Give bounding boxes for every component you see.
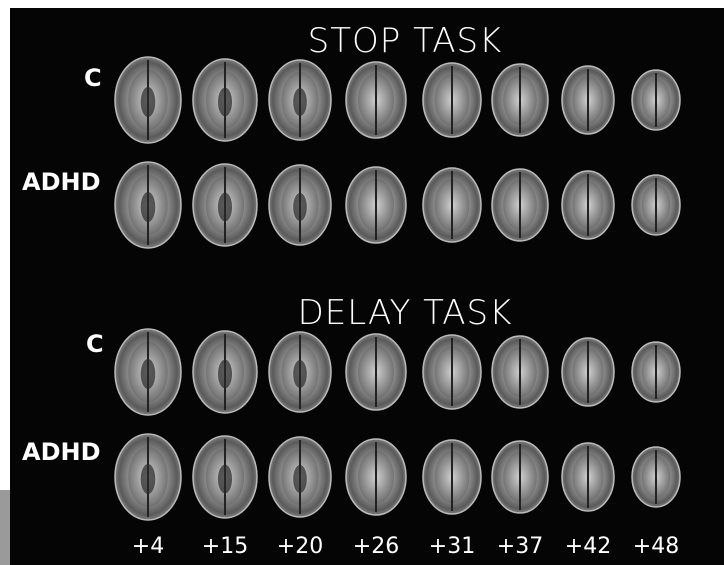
- figure: STOP TASK DELAY TASK C ADHD C ADHD +4 +15…: [0, 0, 724, 565]
- brain-slice: [632, 175, 680, 235]
- brain-slice: [492, 64, 548, 136]
- brain-slice: [562, 171, 614, 239]
- ventricle: [141, 359, 156, 389]
- ventricle: [218, 360, 232, 389]
- brain-slice: [562, 338, 614, 406]
- brain-slice: [193, 164, 257, 246]
- row-label: C: [86, 330, 104, 358]
- ventricle: [218, 88, 232, 117]
- slice-label: +31: [429, 534, 475, 559]
- brain-slice: [632, 342, 680, 402]
- brain-slice: [269, 437, 331, 517]
- slice-label: +26: [353, 534, 399, 559]
- brain-slice: [115, 162, 181, 248]
- ventricle: [141, 87, 156, 117]
- brain-slice: [492, 336, 548, 408]
- brain-slice: [115, 329, 181, 415]
- row-label: ADHD: [22, 438, 101, 466]
- brain-slice: [346, 439, 406, 515]
- brain-slice: [346, 167, 406, 243]
- slice-label: +37: [497, 534, 543, 559]
- brain-slice: [193, 59, 257, 141]
- brain-slice: [269, 165, 331, 245]
- brain-slice: [193, 436, 257, 518]
- ventricle: [293, 360, 307, 388]
- brain-slice: [115, 434, 181, 520]
- slice-label: +15: [202, 534, 248, 559]
- brain-slice: [492, 441, 548, 513]
- section-title: DELAY TASK: [298, 293, 513, 333]
- row-label: ADHD: [22, 168, 101, 196]
- page: STOP TASK DELAY TASK C ADHD C ADHD +4 +15…: [0, 0, 724, 565]
- brain-slice: [346, 62, 406, 138]
- brain-slice: [346, 334, 406, 410]
- ventricle: [218, 465, 232, 494]
- brain-slice: [632, 447, 680, 507]
- row-label: C: [84, 64, 102, 92]
- brain-slice: [562, 66, 614, 134]
- brain-slice: [269, 332, 331, 412]
- slice-label: +4: [132, 534, 164, 559]
- brain-slice: [632, 70, 680, 130]
- ventricle: [293, 88, 307, 116]
- section-title: STOP TASK: [308, 21, 503, 61]
- brain-slice: [423, 335, 481, 409]
- slice-label: +48: [633, 534, 679, 559]
- brain-slice: [423, 440, 481, 514]
- brain-slice: [269, 60, 331, 140]
- brain-slice: [193, 331, 257, 413]
- brain-slice: [562, 443, 614, 511]
- ventricle: [141, 192, 156, 222]
- ventricle: [293, 465, 307, 493]
- ventricle: [218, 193, 232, 222]
- edge-artifact: [0, 490, 10, 565]
- slice-label: +20: [277, 534, 323, 559]
- brain-slice: [115, 57, 181, 143]
- brain-slice: [423, 63, 481, 137]
- brain-slice: [423, 168, 481, 242]
- brain-slice: [492, 169, 548, 241]
- ventricle: [293, 193, 307, 221]
- ventricle: [141, 464, 156, 494]
- slice-label: +42: [565, 534, 611, 559]
